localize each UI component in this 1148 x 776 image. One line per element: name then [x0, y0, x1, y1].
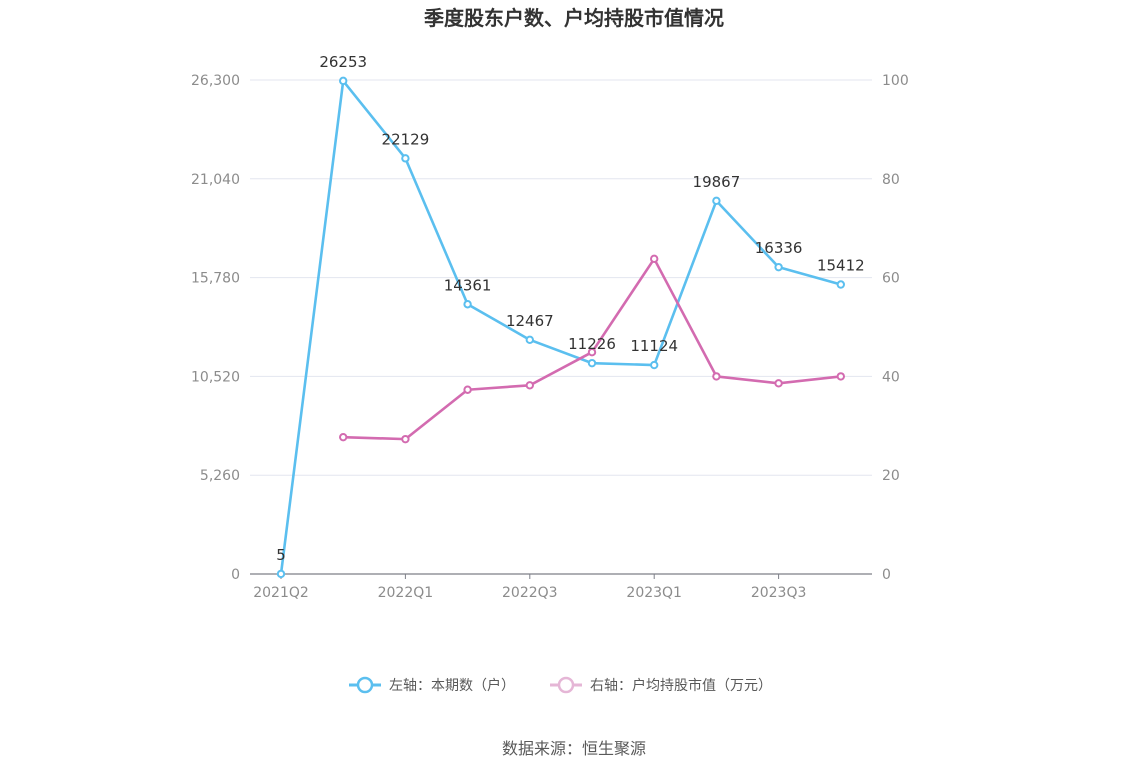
axes: 0 5,260 10,520 15,780 21,040 26,300 0 20 40 60 80 1…: [191, 73, 909, 601]
x-tick-label: 2022Q1: [378, 585, 434, 601]
x-tick-label: 2023Q3: [751, 585, 807, 601]
data-point: [836, 372, 845, 381]
legend-label-left: 左轴：本期数（户）: [389, 677, 515, 694]
data-point: [401, 154, 410, 163]
data-point: [774, 379, 783, 388]
legend-item-left-axis[interactable]: 左轴：本期数（户）: [349, 676, 515, 694]
data-point: [401, 434, 410, 444]
y-left-tick-label: 5,260: [200, 468, 240, 484]
data-point: [463, 385, 472, 394]
series-line-holders: [279, 79, 842, 575]
y-right-tick-label: 20: [882, 468, 900, 484]
chart-title: 季度股东户数、户均持股市值情况: [423, 6, 724, 30]
data-point: [712, 196, 721, 206]
data-label: 12467: [506, 312, 554, 330]
y-right-tick-label: 40: [882, 369, 900, 385]
data-label: 15412: [817, 257, 865, 275]
grid: [250, 79, 872, 476]
data-label: 19867: [693, 173, 741, 191]
legend-item-right-axis[interactable]: 右轴：户均持股市值（万元）: [550, 676, 772, 694]
y-right-tick-label: 60: [882, 271, 900, 287]
y-left-tick-label: 10,520: [191, 369, 240, 385]
data-labels: 5 26253 22129 14361 12467 11226 11124 19867 1633…: [276, 53, 864, 564]
data-point: [525, 335, 534, 345]
y-left-tick-label: 26,300: [191, 73, 240, 89]
data-point: [339, 76, 348, 86]
data-point: [587, 347, 597, 357]
data-point: [276, 569, 286, 579]
y-left-tick-label: 21,040: [191, 172, 240, 188]
y-left-tick-label: 0: [231, 567, 240, 583]
data-point: [774, 262, 783, 272]
data-label: 11226: [568, 335, 616, 353]
y-right-tick-label: 0: [882, 567, 891, 583]
y-right-tick-label: 100: [882, 73, 909, 89]
data-label: 26253: [319, 53, 367, 71]
x-tick-label: 2023Q1: [626, 585, 682, 601]
legend[interactable]: 左轴：本期数（户） 右轴：户均持股市值（万元）: [349, 676, 772, 694]
data-point: [525, 381, 534, 390]
y-left-tick-label: 15,780: [191, 271, 240, 287]
x-tick-label: 2021Q2: [253, 585, 309, 601]
data-label: 14361: [444, 276, 492, 294]
data-point: [836, 280, 845, 289]
data-point: [650, 254, 659, 264]
legend-marker-left: [356, 676, 374, 694]
series-layer: [276, 76, 845, 579]
data-label: 11124: [630, 337, 678, 355]
data-label: 5: [276, 546, 286, 564]
legend-label-right: 右轴：户均持股市值（万元）: [590, 677, 772, 694]
data-point: [712, 372, 721, 381]
y-right-tick-label: 80: [882, 172, 900, 188]
data-label: 22129: [382, 130, 430, 148]
data-point: [587, 358, 597, 368]
data-point: [339, 432, 348, 442]
data-point: [463, 300, 472, 309]
x-tick-label: 2022Q3: [502, 585, 558, 601]
data-label: 16336: [755, 239, 803, 257]
data-source: 数据来源：恒生聚源: [502, 739, 646, 758]
legend-marker-right: [557, 676, 575, 694]
data-point: [650, 360, 659, 370]
